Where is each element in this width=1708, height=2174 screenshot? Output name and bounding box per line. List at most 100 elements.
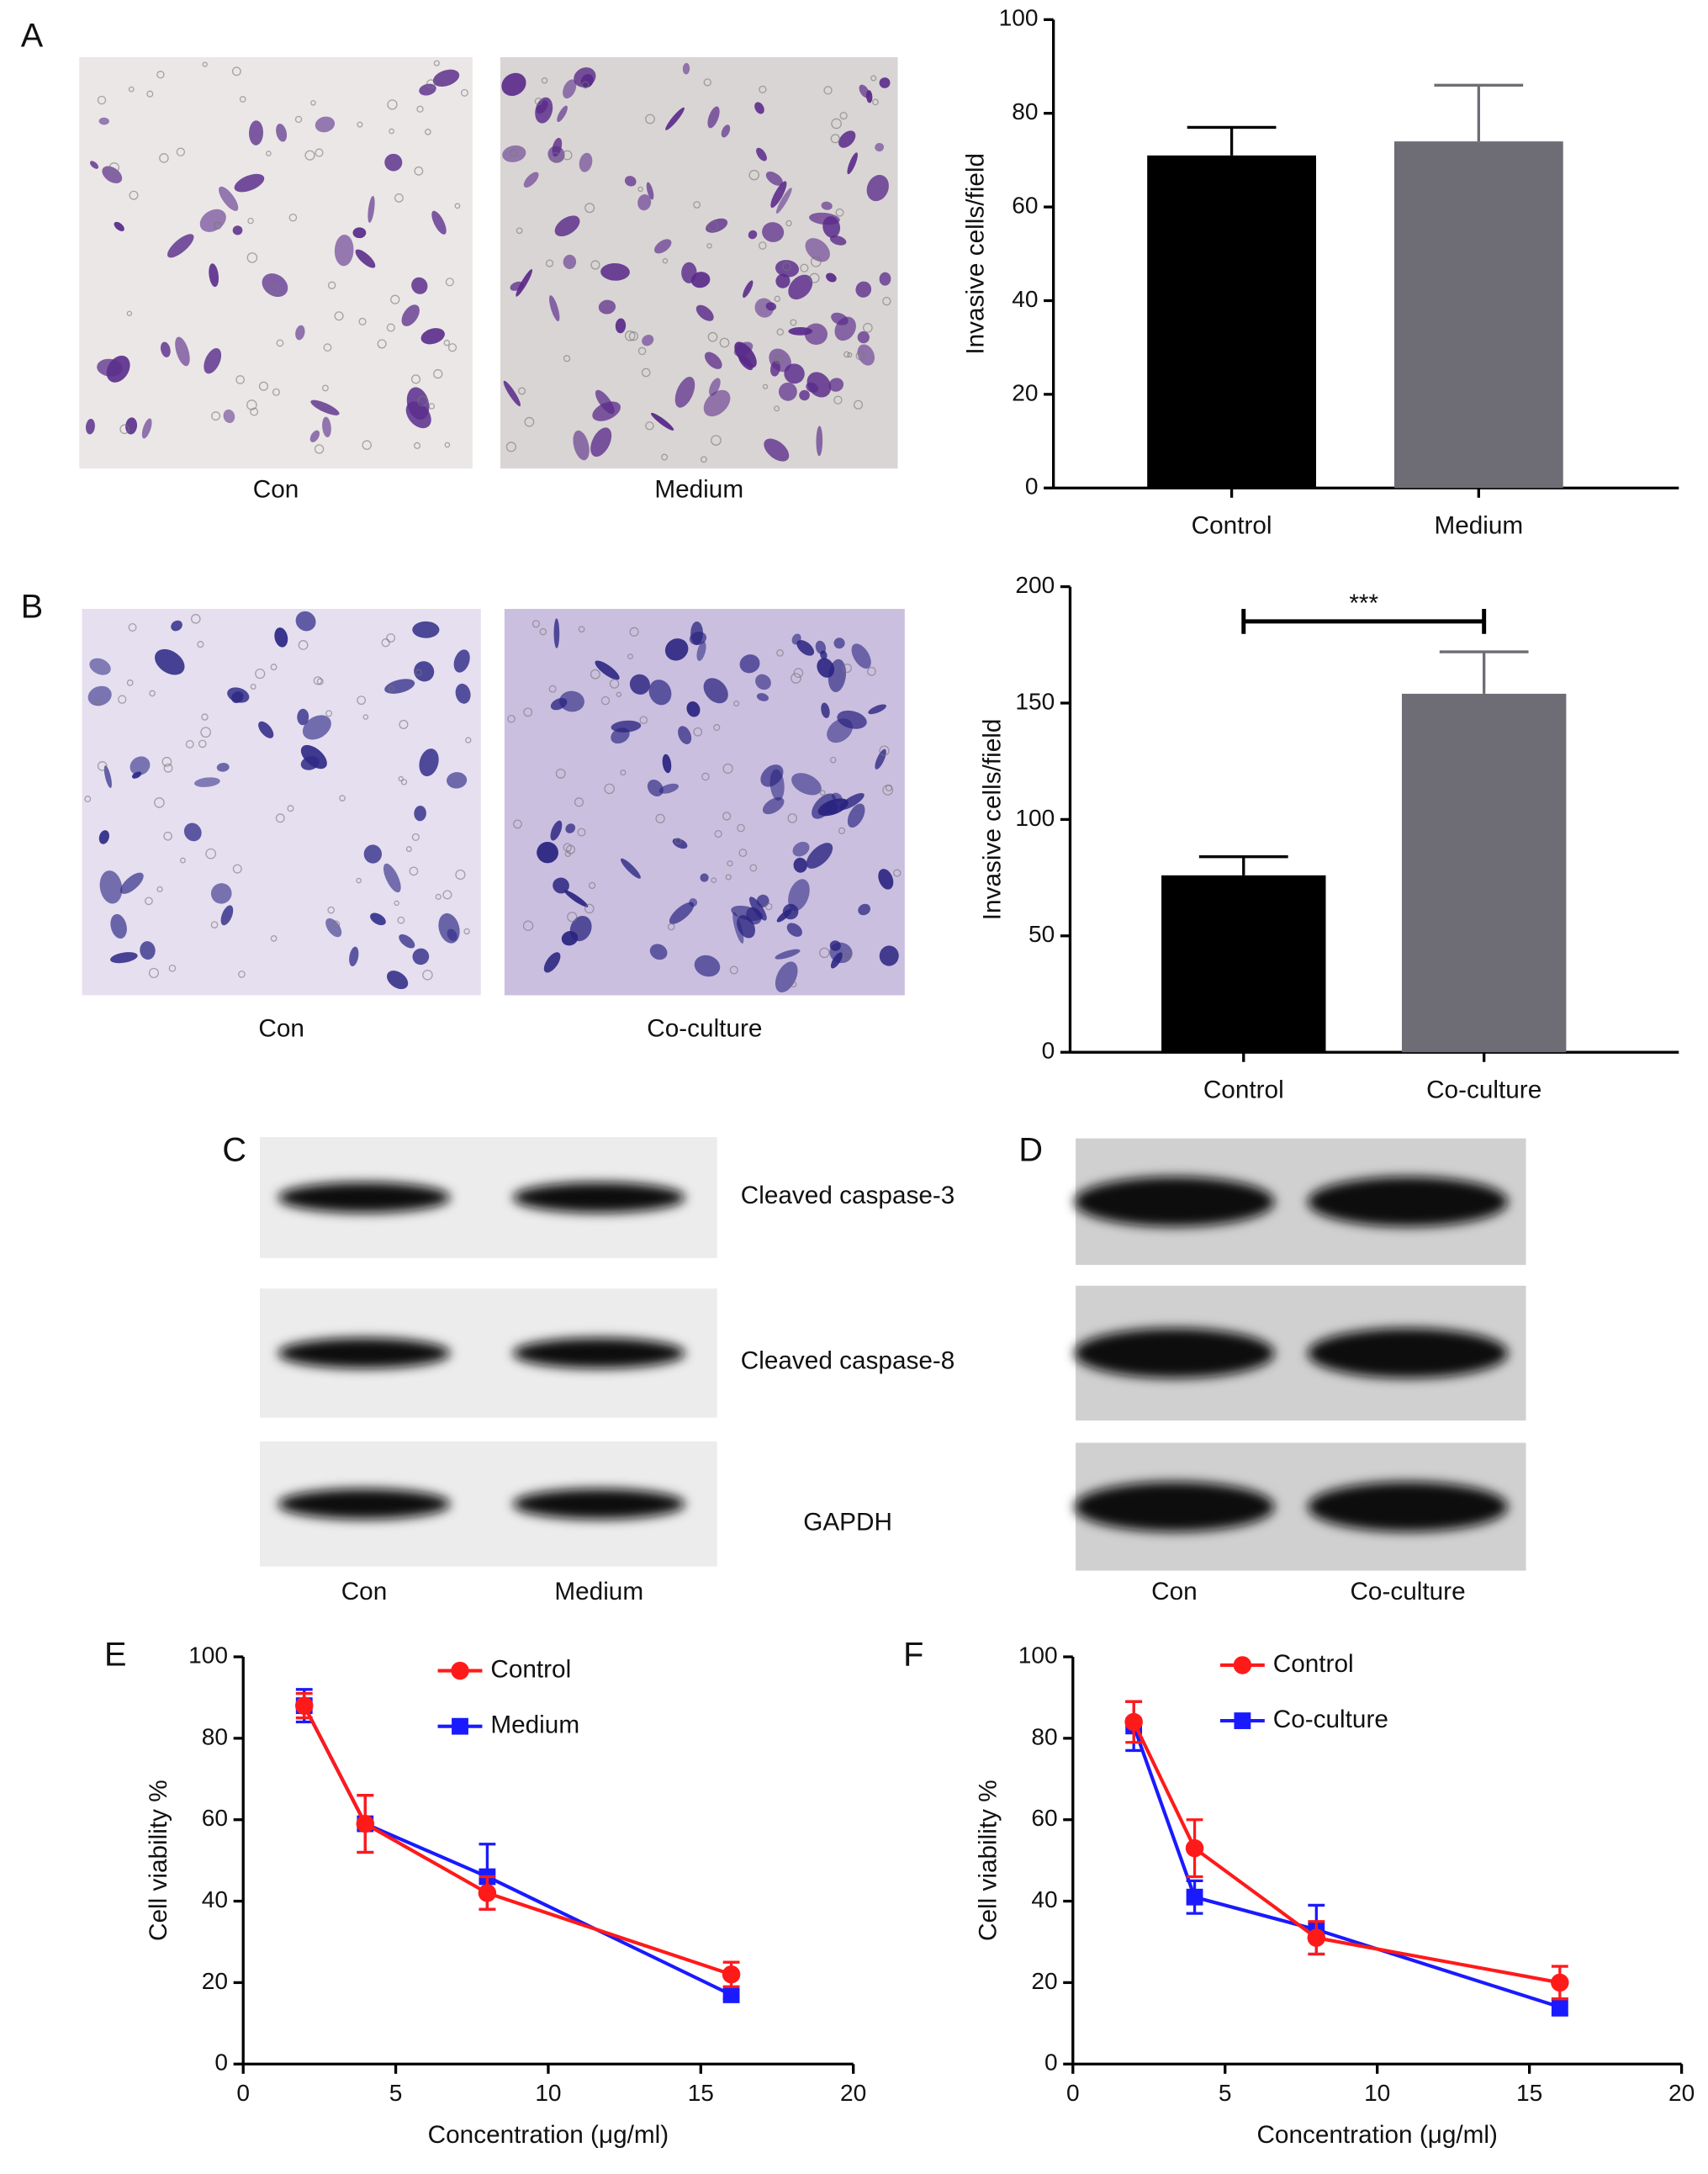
speck <box>637 186 643 193</box>
cell <box>537 842 558 864</box>
speck <box>357 696 367 706</box>
cell <box>878 869 894 890</box>
speck <box>433 368 443 379</box>
cell <box>419 83 436 96</box>
cell <box>647 780 664 797</box>
speck <box>390 294 400 304</box>
protein-label: Cleaved caspase-8 <box>741 1347 955 1375</box>
speck <box>185 739 194 748</box>
x-tick-label: Medium <box>1434 511 1523 539</box>
speck <box>389 128 394 135</box>
marker <box>1551 1998 1568 2016</box>
cell <box>847 152 858 175</box>
cell <box>648 680 672 706</box>
cell <box>563 254 577 269</box>
speck <box>620 769 627 776</box>
speck <box>693 727 703 737</box>
y-tick-label: 0 <box>1042 1038 1055 1064</box>
speck <box>321 384 329 392</box>
cell <box>820 650 828 660</box>
speck <box>604 783 616 795</box>
cell <box>866 174 889 202</box>
speck <box>819 790 826 796</box>
cell <box>681 262 697 283</box>
speck <box>584 203 595 214</box>
x-tick-label: 0 <box>1066 2080 1080 2106</box>
speck <box>415 669 422 676</box>
cell <box>302 715 331 740</box>
speck <box>774 405 780 412</box>
cell <box>334 235 354 267</box>
speck <box>637 346 647 356</box>
cell <box>755 674 771 690</box>
x-axis-label: Concentration (μg/ml) <box>428 2121 669 2149</box>
x-tick-label: Co-culture <box>1426 1076 1541 1103</box>
cell <box>98 117 109 125</box>
cell <box>349 946 359 967</box>
speck <box>445 278 454 287</box>
cell <box>838 130 856 148</box>
speck <box>304 150 315 161</box>
speck <box>154 797 165 808</box>
speck <box>161 756 172 767</box>
speck <box>211 411 221 421</box>
y-tick-label: 100 <box>188 1642 228 1668</box>
blot-band <box>278 1182 451 1214</box>
x-tick-label: 0 <box>236 2080 250 2106</box>
cell <box>775 949 801 960</box>
cell <box>414 661 435 682</box>
bar <box>1147 155 1316 489</box>
blot-band <box>512 1337 685 1369</box>
cell <box>595 660 620 680</box>
speck <box>399 719 409 729</box>
cell <box>696 641 706 661</box>
speck <box>327 281 336 289</box>
speck <box>97 761 108 771</box>
speck <box>565 844 576 854</box>
cell <box>563 79 577 99</box>
y-tick-label: 100 <box>1018 1642 1058 1668</box>
cell <box>89 161 99 169</box>
cell <box>859 84 870 98</box>
panel-label: B <box>21 589 43 626</box>
blot-band <box>512 1489 685 1520</box>
y-tick-label: 0 <box>1025 473 1039 500</box>
cell <box>858 903 871 916</box>
cell <box>455 683 471 704</box>
cell <box>851 643 871 669</box>
marker <box>1307 1928 1326 1947</box>
cell <box>778 382 797 401</box>
cell <box>829 235 847 246</box>
panel-label: F <box>903 1637 923 1674</box>
speck <box>662 257 669 264</box>
speck <box>454 203 461 209</box>
cell <box>760 764 784 787</box>
image-caption: Medium <box>654 475 743 503</box>
cell <box>355 249 376 268</box>
speck <box>733 701 740 707</box>
speck <box>128 86 135 93</box>
speck <box>246 252 258 263</box>
significance: *** <box>1349 590 1378 617</box>
speck <box>531 620 540 628</box>
speck <box>541 77 548 84</box>
cell <box>579 152 593 172</box>
y-tick-label: 60 <box>1012 193 1038 219</box>
speck <box>722 812 732 821</box>
speck <box>714 829 722 838</box>
x-tick-label: 10 <box>535 2080 561 2106</box>
cell <box>171 620 182 632</box>
speck <box>866 666 876 676</box>
cell <box>879 77 891 88</box>
cell <box>756 894 769 907</box>
speck <box>707 220 719 232</box>
lane-label: Con <box>341 1578 388 1605</box>
cell <box>738 354 754 371</box>
speck <box>94 699 102 706</box>
speck <box>555 768 566 779</box>
cell <box>792 841 810 857</box>
cell <box>411 277 428 294</box>
speck <box>719 337 730 348</box>
cell <box>775 961 798 993</box>
y-tick-label: 50 <box>1029 921 1055 947</box>
